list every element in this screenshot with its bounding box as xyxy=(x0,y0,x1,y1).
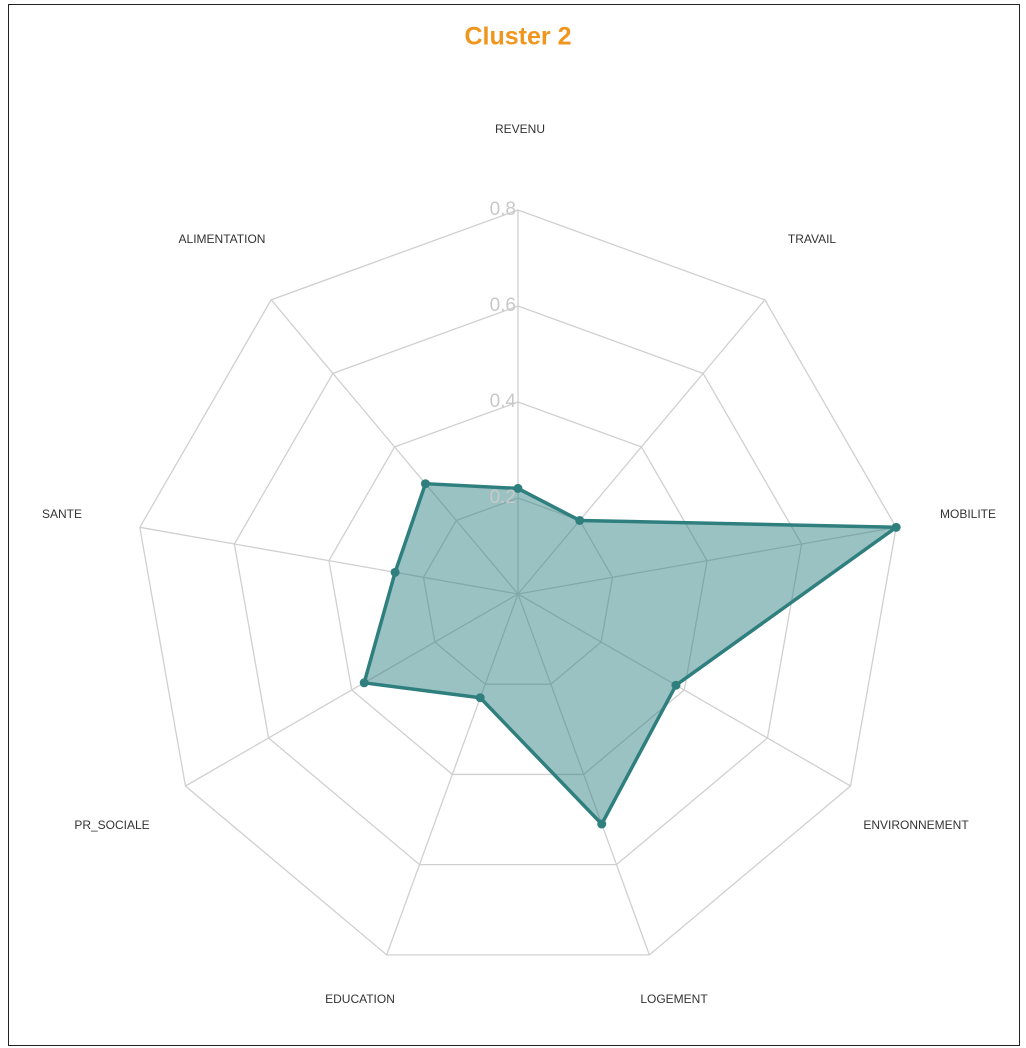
axis-label: EDUCATION xyxy=(325,992,395,1006)
spoke xyxy=(517,593,650,956)
radar-area xyxy=(362,481,898,826)
r-tick-label: 0.6 xyxy=(490,295,516,316)
spoke xyxy=(270,299,519,595)
radar-point xyxy=(575,515,585,525)
radar-point xyxy=(513,483,523,493)
radar-point xyxy=(597,819,607,829)
spoke xyxy=(386,593,519,956)
grid-ring xyxy=(233,305,803,866)
grid-ring xyxy=(422,497,614,685)
axis-label: ALIMENTATION xyxy=(179,232,266,246)
spoke xyxy=(139,526,519,595)
spoke xyxy=(517,299,766,595)
axis-label: ENVIRONNEMENT xyxy=(863,818,969,832)
axis-label: REVENU xyxy=(495,122,545,136)
axis-label: TRAVAIL xyxy=(788,232,837,246)
radar-point xyxy=(671,680,681,690)
radar-point xyxy=(359,678,369,688)
grid-ring xyxy=(328,401,708,776)
r-tick-label: 0.2 xyxy=(490,487,516,508)
radar-point xyxy=(390,567,400,577)
chart-title: Cluster 2 xyxy=(465,23,572,51)
spoke xyxy=(517,593,851,787)
r-tick-label: 0.8 xyxy=(490,199,516,220)
radar-point xyxy=(891,522,901,532)
axis-label: PR_SOCIALE xyxy=(74,818,149,832)
spoke xyxy=(517,526,897,595)
axis-label: SANTE xyxy=(42,507,82,521)
spoke xyxy=(185,593,519,787)
grid-ring xyxy=(139,209,897,956)
r-tick-label: 0.4 xyxy=(490,391,517,412)
axis-label: LOGEMENT xyxy=(640,992,708,1006)
frame xyxy=(8,4,1020,1046)
radar-point xyxy=(475,693,485,703)
radar-point xyxy=(420,479,430,489)
axis-label: MOBILITE xyxy=(940,507,996,521)
